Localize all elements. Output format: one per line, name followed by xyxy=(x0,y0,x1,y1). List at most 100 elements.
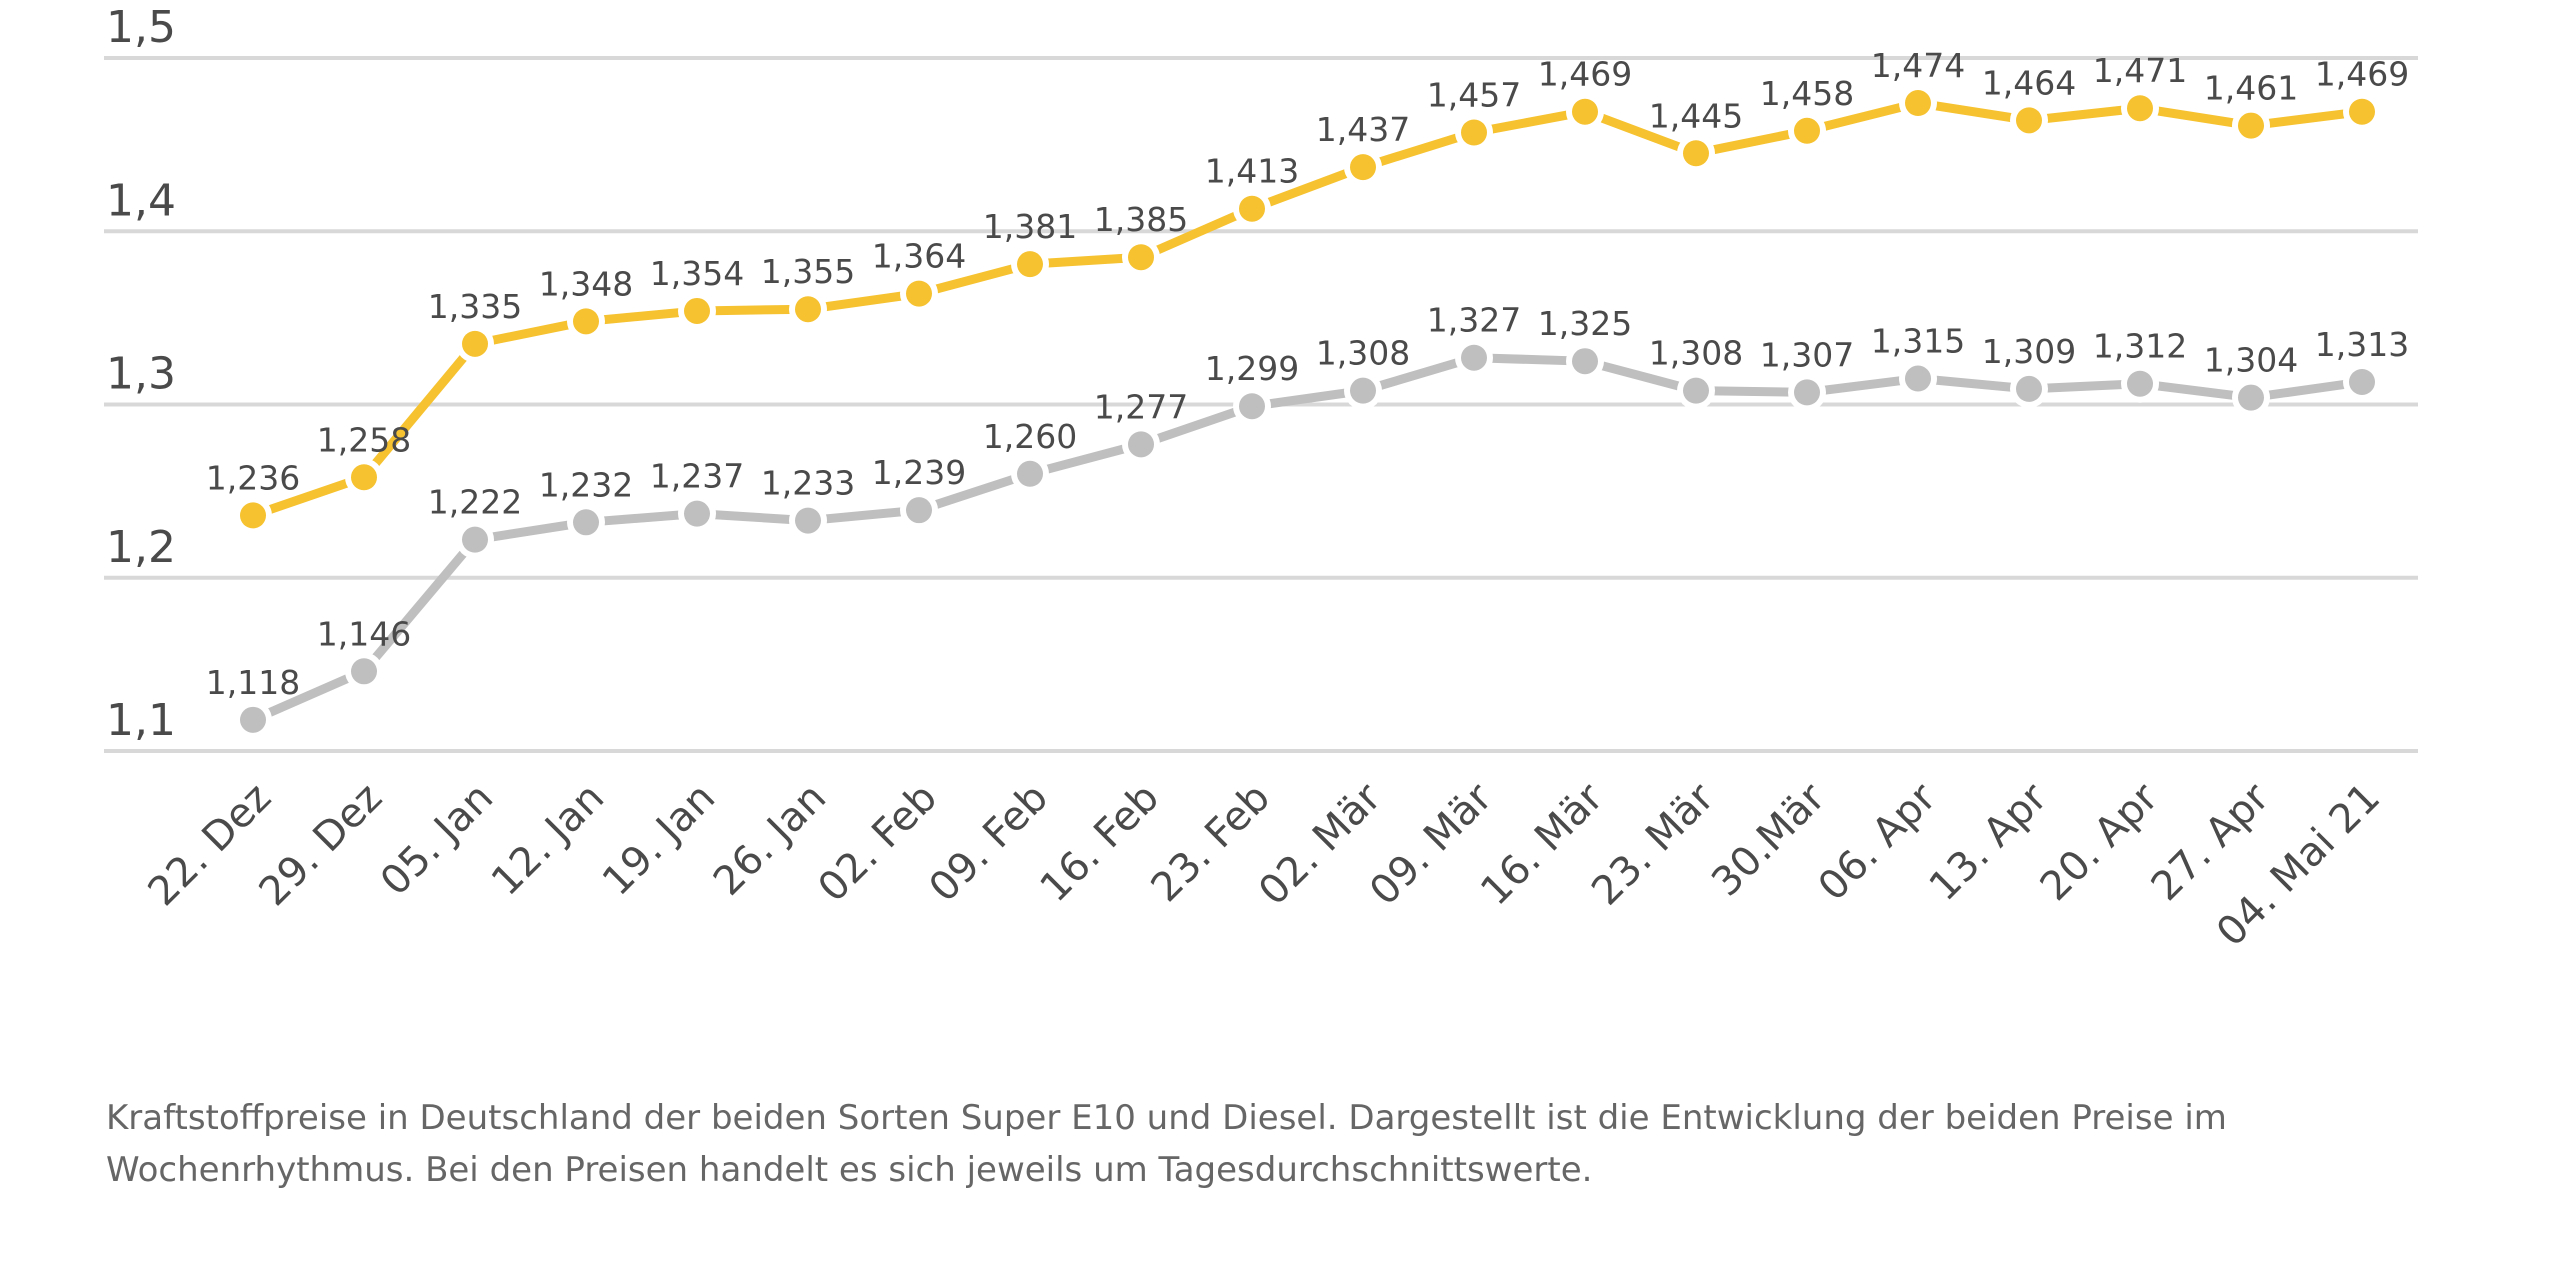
y-tick-label: 1,4 xyxy=(106,175,176,226)
data-point xyxy=(684,297,710,324)
data-point xyxy=(1239,195,1265,222)
data-point xyxy=(240,502,266,529)
data-label: 1,385 xyxy=(1094,200,1188,239)
data-label: 1,308 xyxy=(1316,334,1410,373)
series-line-segment xyxy=(360,340,479,481)
data-point xyxy=(1683,377,1709,404)
data-label: 1,471 xyxy=(2093,51,2187,90)
data-label: 1,461 xyxy=(2204,69,2298,108)
data-label: 1,313 xyxy=(2315,325,2409,364)
series-line-segment xyxy=(1361,353,1476,395)
x-tick-label: 20. Apr xyxy=(2032,774,2168,910)
data-label: 1,118 xyxy=(206,663,300,702)
data-label: 1,469 xyxy=(2315,55,2409,94)
data-point xyxy=(1572,98,1598,125)
series-super-e10: 1,236 1,258 1,335 1,348 1,354 1,355 1,364 1,381… xyxy=(206,46,2409,535)
y-tick-label: 1,1 xyxy=(106,695,176,746)
data-point xyxy=(2016,375,2042,402)
data-label: 1,464 xyxy=(1982,63,2076,102)
data-label: 1,222 xyxy=(428,483,522,522)
data-point xyxy=(1461,119,1487,146)
data-point xyxy=(1350,377,1376,404)
data-label: 1,299 xyxy=(1205,349,1299,388)
data-point xyxy=(1905,365,1931,392)
series-line-segment xyxy=(1361,128,1476,172)
data-point xyxy=(1794,117,1820,144)
series-line-segment xyxy=(1250,162,1365,213)
data-point xyxy=(1128,431,1154,458)
series-line-segment xyxy=(1028,439,1143,479)
data-point xyxy=(906,497,932,524)
data-point xyxy=(2238,384,2264,411)
fuel-price-line-chart: 1,1 1,2 1,3 1,4 1,5 1,236 1,258 1,335 1,348 1,35… xyxy=(104,2,2418,956)
data-label: 1,413 xyxy=(1205,152,1299,191)
series-line-segment xyxy=(917,469,1032,515)
data-label: 1,309 xyxy=(1982,332,2076,371)
data-point xyxy=(2127,370,2153,397)
x-tick-label: 13. Apr xyxy=(1921,774,2057,910)
data-label: 1,239 xyxy=(872,453,966,492)
data-point xyxy=(240,706,266,733)
data-point xyxy=(2127,95,2153,122)
series-line-segment xyxy=(1805,98,1920,136)
x-tick-label: 30.Mär xyxy=(1703,774,1834,905)
data-point xyxy=(1239,393,1265,420)
x-tick-label: 06. Apr xyxy=(1810,774,1946,910)
data-label: 1,260 xyxy=(983,417,1077,456)
data-label: 1,437 xyxy=(1316,110,1410,149)
data-label: 1,258 xyxy=(317,420,411,459)
data-point xyxy=(462,526,488,553)
data-label: 1,236 xyxy=(206,458,300,497)
data-point xyxy=(351,658,377,685)
data-label: 1,307 xyxy=(1760,335,1854,374)
data-label: 1,458 xyxy=(1760,74,1854,113)
data-point xyxy=(1350,154,1376,181)
data-point xyxy=(906,280,932,307)
chart-caption: Kraftstoffpreise in Deutschland der beid… xyxy=(106,1098,2227,1190)
data-label: 1,474 xyxy=(1871,46,1965,85)
x-tick-label: 02. Mär xyxy=(1250,774,1390,914)
data-point xyxy=(2349,98,2375,125)
data-label: 1,354 xyxy=(650,254,744,293)
data-label: 1,233 xyxy=(761,464,855,503)
data-label: 1,312 xyxy=(2093,327,2187,366)
y-tick-label: 1,2 xyxy=(106,522,176,573)
data-point xyxy=(1017,460,1043,487)
series-line-segment xyxy=(1139,401,1254,449)
x-tick-label: 23. Mär xyxy=(1583,774,1723,914)
x-tick-label: 02. Feb xyxy=(809,775,946,912)
y-axis-tick-labels: 1,1 1,2 1,3 1,4 1,5 xyxy=(106,2,176,746)
x-tick-label: 12. Jan xyxy=(483,775,613,905)
data-point xyxy=(1017,251,1043,278)
series-diesel: 1,118 1,146 1,222 1,232 1,237 1,233 1,239 1,260… xyxy=(206,301,2409,739)
x-tick-label: 29. Dez xyxy=(251,775,392,916)
data-label: 1,469 xyxy=(1538,55,1632,94)
data-point xyxy=(795,296,821,323)
data-point xyxy=(2349,368,2375,395)
series: 1,236 1,258 1,335 1,348 1,354 1,355 1,364 1,381… xyxy=(206,46,2409,739)
y-tick-label: 1,5 xyxy=(106,2,176,53)
series-line-segment xyxy=(251,473,366,520)
data-point xyxy=(2238,112,2264,139)
data-point xyxy=(573,308,599,335)
data-label: 1,232 xyxy=(539,465,633,504)
data-point xyxy=(795,507,821,534)
data-point xyxy=(1461,344,1487,371)
data-point xyxy=(462,330,488,357)
data-label: 1,277 xyxy=(1094,387,1188,426)
data-label: 1,445 xyxy=(1649,96,1743,135)
x-tick-label: 09. Mär xyxy=(1361,774,1501,914)
series-line-segment xyxy=(917,259,1032,298)
data-label: 1,348 xyxy=(539,264,633,303)
series-line-segment xyxy=(1583,356,1698,395)
data-point xyxy=(1683,140,1709,167)
data-label: 1,146 xyxy=(317,614,411,653)
x-tick-label: 16. Feb xyxy=(1031,775,1168,912)
x-tick-label: 19. Jan xyxy=(594,775,724,905)
data-point xyxy=(1794,379,1820,406)
series-line-segment xyxy=(360,536,479,675)
data-point xyxy=(351,464,377,491)
data-label: 1,304 xyxy=(2204,341,2298,380)
data-point xyxy=(573,509,599,536)
